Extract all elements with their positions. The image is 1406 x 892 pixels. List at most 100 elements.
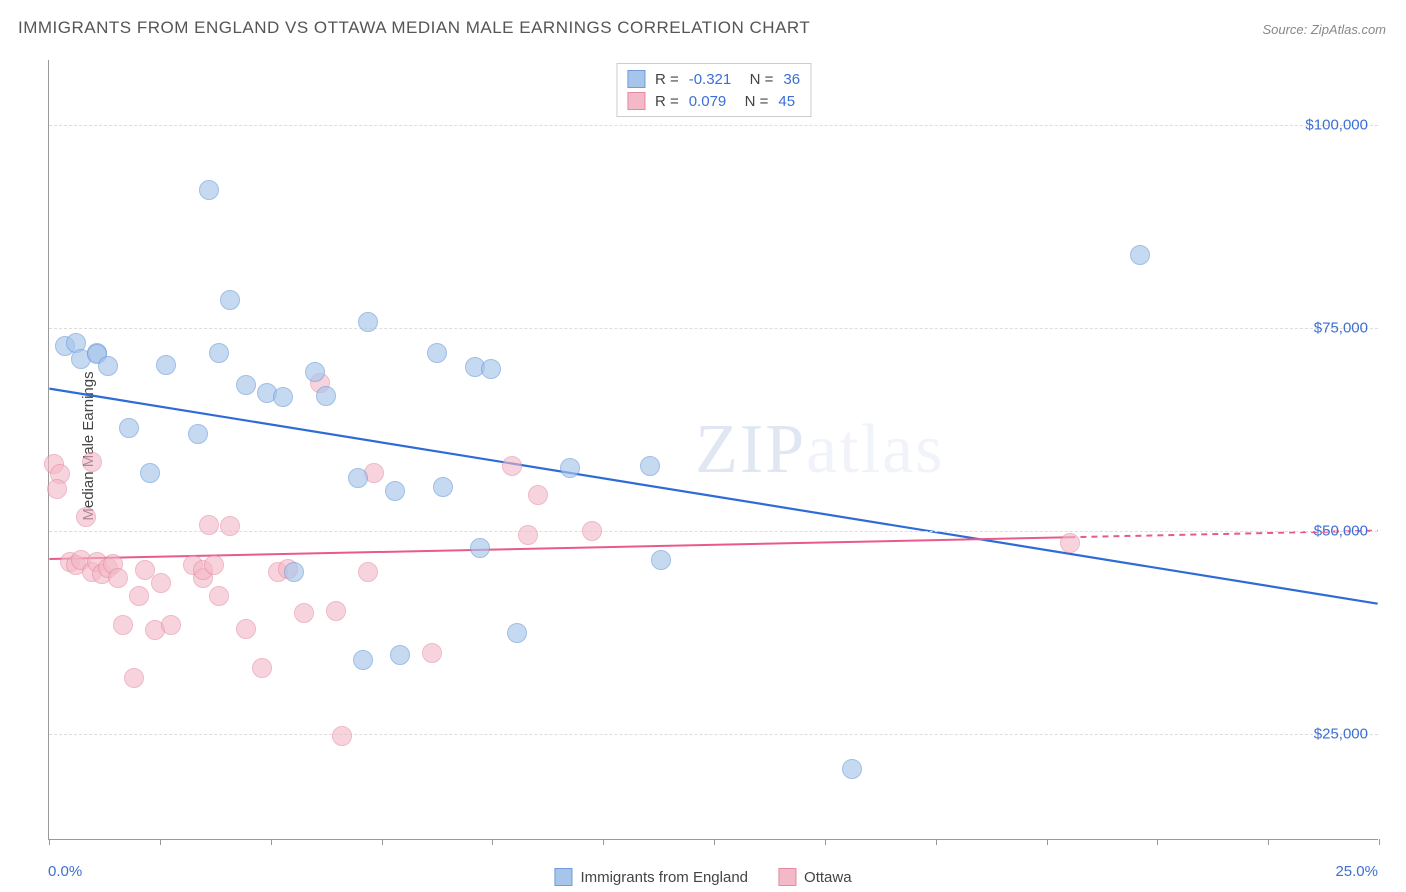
x-tick [1047,839,1048,845]
x-tick [1268,839,1269,845]
legend-n-value: 45 [778,93,795,110]
scatter-point [236,619,256,639]
scatter-point [502,456,522,476]
scatter-point [481,359,501,379]
legend-r-value: 0.079 [689,93,727,110]
scatter-point [528,485,548,505]
x-tick [49,839,50,845]
scatter-point [348,468,368,488]
scatter-point [316,386,336,406]
legend-stats-row: R = -0.321 N = 36 [627,68,800,90]
scatter-point [98,356,118,376]
legend-swatch [778,868,796,886]
scatter-point [82,452,102,472]
scatter-point [422,643,442,663]
scatter-point [1060,533,1080,553]
scatter-point [124,668,144,688]
legend-label: Ottawa [804,869,852,886]
x-tick [492,839,493,845]
scatter-point [204,555,224,575]
legend-stats-box: R = -0.321 N = 36 R = 0.079 N = 45 [616,63,811,117]
scatter-point [385,481,405,501]
trendline [49,389,1377,604]
chart-container: IMMIGRANTS FROM ENGLAND VS OTTAWA MEDIAN… [0,0,1406,892]
scatter-point [140,463,160,483]
scatter-point [209,343,229,363]
gridline-h [49,328,1378,329]
x-tick [160,839,161,845]
legend-label: Immigrants from England [580,869,748,886]
legend-stats-row: R = 0.079 N = 45 [627,90,800,112]
scatter-point [358,312,378,332]
scatter-point [252,658,272,678]
x-tick [936,839,937,845]
x-tick [603,839,604,845]
scatter-point [326,601,346,621]
scatter-point [273,387,293,407]
scatter-point [332,726,352,746]
scatter-point [1130,245,1150,265]
scatter-point [199,180,219,200]
trendline [49,537,1069,559]
scatter-point [220,516,240,536]
gridline-h [49,531,1378,532]
scatter-point [427,343,447,363]
gridline-h [49,734,1378,735]
scatter-point [842,759,862,779]
y-tick-label: $100,000 [1305,117,1368,134]
x-tick [1157,839,1158,845]
x-tick [382,839,383,845]
y-tick-label: $50,000 [1314,523,1368,540]
scatter-point [113,615,133,635]
legend-n-label: N = [736,93,768,110]
legend-item: Ottawa [778,868,852,886]
trend-lines [49,60,1378,839]
legend-swatch [554,868,572,886]
legend-n-value: 36 [783,71,800,88]
gridline-h [49,125,1378,126]
scatter-point [651,550,671,570]
legend-swatch [627,70,645,88]
scatter-point [284,562,304,582]
scatter-point [156,355,176,375]
scatter-point [560,458,580,478]
scatter-point [161,615,181,635]
legend-swatch [627,92,645,110]
y-tick-label: $75,000 [1314,320,1368,337]
scatter-point [236,375,256,395]
x-axis-max-label: 25.0% [1335,863,1378,880]
scatter-point [220,290,240,310]
scatter-point [188,424,208,444]
scatter-point [353,650,373,670]
y-tick-label: $25,000 [1314,726,1368,743]
scatter-point [305,362,325,382]
scatter-point [151,573,171,593]
scatter-point [199,515,219,535]
scatter-point [129,586,149,606]
x-axis-min-label: 0.0% [48,863,82,880]
scatter-point [582,521,602,541]
x-tick [1379,839,1380,845]
x-tick [714,839,715,845]
legend-bottom: Immigrants from England Ottawa [554,868,851,886]
legend-r-label: R = [655,71,679,88]
scatter-point [640,456,660,476]
scatter-point [507,623,527,643]
plot-area: ZIPatlas R = -0.321 N = 36 R = 0.079 N =… [48,60,1378,840]
legend-r-label: R = [655,93,679,110]
scatter-point [119,418,139,438]
scatter-point [294,603,314,623]
scatter-point [209,586,229,606]
scatter-point [108,568,128,588]
scatter-point [47,479,67,499]
scatter-point [76,507,96,527]
scatter-point [390,645,410,665]
scatter-point [358,562,378,582]
legend-item: Immigrants from England [554,868,748,886]
x-tick [825,839,826,845]
scatter-point [433,477,453,497]
legend-n-label: N = [741,71,773,88]
scatter-point [470,538,490,558]
scatter-point [518,525,538,545]
legend-r-value: -0.321 [689,71,732,88]
